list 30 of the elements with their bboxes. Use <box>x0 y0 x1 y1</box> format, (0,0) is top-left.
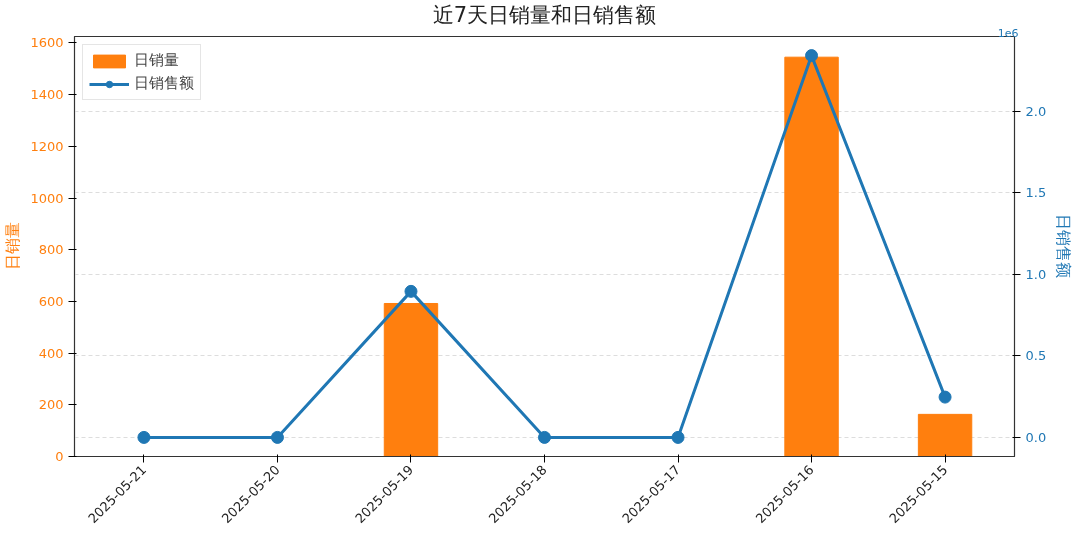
point <box>270 430 284 444</box>
y2-tick-label: 1.0 <box>1025 266 1047 282</box>
legend-label: 日销量 <box>134 51 179 70</box>
y-tick-label: 1600 <box>30 35 64 51</box>
y2-axis-title: 日销售额 <box>1054 214 1074 279</box>
y-tick-label: 600 <box>38 293 64 309</box>
y-tick-label: 1000 <box>30 190 64 206</box>
y-tick-label: 0 <box>55 449 64 464</box>
point <box>538 430 551 444</box>
bar <box>383 302 439 457</box>
y-tick-label: 1200 <box>30 138 64 154</box>
annotation: 1e6 <box>997 26 1019 40</box>
bar <box>784 56 839 457</box>
y-tick-label: 200 <box>38 397 64 413</box>
y-axis-title: 日销量 <box>3 222 23 271</box>
y-tick-label: 1400 <box>30 87 64 103</box>
point <box>404 284 418 298</box>
point <box>137 430 151 444</box>
point <box>938 390 952 404</box>
y2-tick-label: 0.5 <box>1025 348 1047 364</box>
y2-tick-label: 0.0 <box>1025 429 1047 445</box>
point <box>805 49 819 63</box>
legend-label: 日销售额 <box>134 74 194 93</box>
chart-title: 近7天日销量和日销售额 <box>432 2 657 27</box>
y-tick-label: 400 <box>38 345 64 361</box>
y2-tick-label: 1.5 <box>1025 185 1047 201</box>
point <box>671 430 685 444</box>
bar <box>917 413 973 457</box>
y2-tick-label: 2.0 <box>1025 103 1047 119</box>
y-tick-label: 800 <box>38 242 64 258</box>
